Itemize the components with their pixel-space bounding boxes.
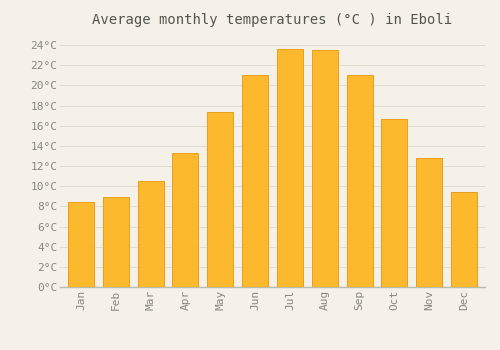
Bar: [451, 192, 477, 287]
Bar: [416, 158, 442, 287]
Bar: [346, 75, 372, 287]
Bar: [68, 202, 94, 287]
Bar: [138, 181, 164, 287]
Bar: [277, 49, 303, 287]
Title: Average monthly temperatures (°C ) in Eboli: Average monthly temperatures (°C ) in Eb…: [92, 13, 452, 27]
Bar: [102, 197, 129, 287]
Bar: [207, 112, 234, 287]
Bar: [242, 75, 268, 287]
Bar: [382, 119, 407, 287]
Bar: [312, 50, 338, 287]
Bar: [172, 153, 199, 287]
